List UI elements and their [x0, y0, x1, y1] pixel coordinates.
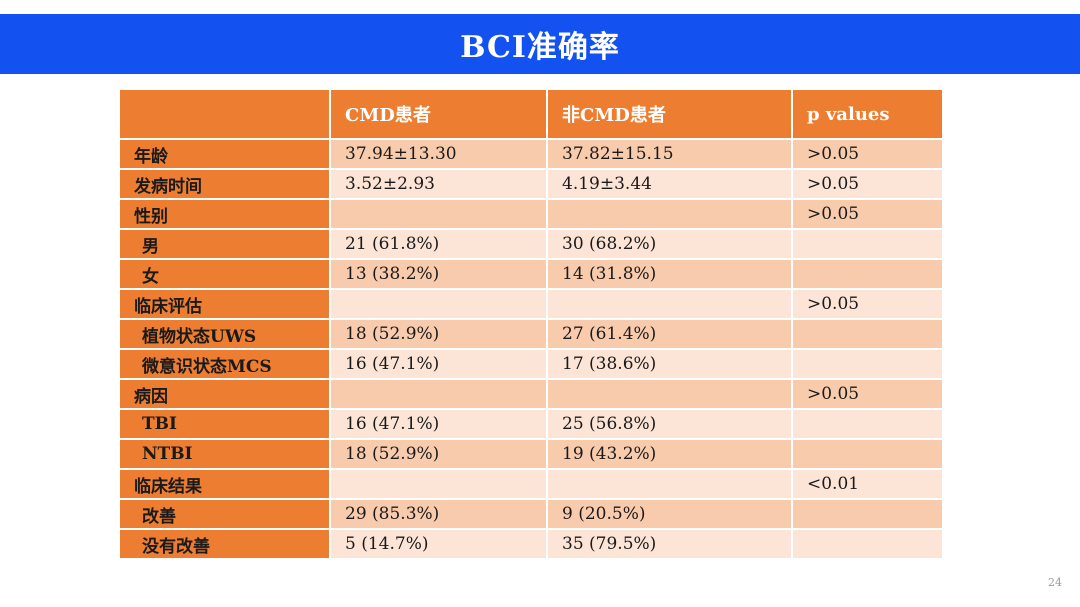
header-corner — [118, 88, 331, 140]
row-label: 没有改善 — [118, 528, 331, 560]
table-row: NTBI 18 (52.9%) 19 (43.2%) — [118, 438, 944, 470]
p-value — [791, 348, 944, 380]
non-cmd-value: 17 (38.6%) — [546, 348, 793, 380]
row-label: 临床评估 — [118, 288, 331, 320]
table-row: 性别 >0.05 — [118, 198, 944, 230]
non-cmd-value — [546, 468, 793, 500]
p-value: >0.05 — [791, 198, 944, 230]
cmd-value — [329, 288, 548, 320]
row-label: NTBI — [118, 438, 331, 470]
non-cmd-value: 30 (68.2%) — [546, 228, 793, 260]
cmd-value: 5 (14.7%) — [329, 528, 548, 560]
non-cmd-value: 4.19±3.44 — [546, 168, 793, 200]
header-p-values: p values — [791, 88, 944, 140]
row-label: 女 — [118, 258, 331, 290]
title-bar: BCI准确率 — [0, 14, 1080, 74]
cmd-value — [329, 378, 548, 410]
p-value — [791, 318, 944, 350]
table-row: 植物状态UWS 18 (52.9%) 27 (61.4%) — [118, 318, 944, 350]
slide-title: BCI准确率 — [460, 30, 620, 65]
table-row: 病因 >0.05 — [118, 378, 944, 410]
non-cmd-value: 35 (79.5%) — [546, 528, 793, 560]
cmd-value: 18 (52.9%) — [329, 318, 548, 350]
non-cmd-value — [546, 198, 793, 230]
comparison-table: CMD患者 非CMD患者 p values 年龄 37.94±13.30 37.82… — [118, 88, 944, 560]
non-cmd-value: 19 (43.2%) — [546, 438, 793, 470]
p-value: >0.05 — [791, 378, 944, 410]
table-row: 改善 29 (85.3%) 9 (20.5%) — [118, 498, 944, 530]
p-value: >0.05 — [791, 168, 944, 200]
row-label: 植物状态UWS — [118, 318, 331, 350]
p-value — [791, 258, 944, 290]
non-cmd-value — [546, 378, 793, 410]
row-label: 发病时间 — [118, 168, 331, 200]
non-cmd-value: 25 (56.8%) — [546, 408, 793, 440]
p-value — [791, 408, 944, 440]
non-cmd-value: 37.82±15.15 — [546, 138, 793, 170]
non-cmd-value — [546, 288, 793, 320]
row-label: 性别 — [118, 198, 331, 230]
table-body: 年龄 37.94±13.30 37.82±15.15 >0.05 发病时间 3.52±2.… — [118, 138, 944, 560]
row-label: 微意识状态MCS — [118, 348, 331, 380]
p-value — [791, 228, 944, 260]
row-label: 临床结果 — [118, 468, 331, 500]
table-row: 发病时间 3.52±2.93 4.19±3.44 >0.05 — [118, 168, 944, 200]
row-label: 病因 — [118, 378, 331, 410]
table-row: TBI 16 (47.1%) 25 (56.8%) — [118, 408, 944, 440]
table-row: 微意识状态MCS 16 (47.1%) 17 (38.6%) — [118, 348, 944, 380]
table-row: 临床结果 <0.01 — [118, 468, 944, 500]
table-row: 男 21 (61.8%) 30 (68.2%) — [118, 228, 944, 260]
row-label: TBI — [118, 408, 331, 440]
page-number: 24 — [1048, 576, 1062, 589]
p-value: <0.01 — [791, 468, 944, 500]
non-cmd-value: 14 (31.8%) — [546, 258, 793, 290]
header-non-cmd: 非CMD患者 — [546, 88, 793, 140]
table-row: 年龄 37.94±13.30 37.82±15.15 >0.05 — [118, 138, 944, 170]
row-label: 男 — [118, 228, 331, 260]
p-value — [791, 438, 944, 470]
cmd-value — [329, 468, 548, 500]
cmd-value: 18 (52.9%) — [329, 438, 548, 470]
cmd-value: 16 (47.1%) — [329, 408, 548, 440]
p-value: >0.05 — [791, 288, 944, 320]
cmd-value: 21 (61.8%) — [329, 228, 548, 260]
non-cmd-value: 27 (61.4%) — [546, 318, 793, 350]
table-row: 临床评估 >0.05 — [118, 288, 944, 320]
p-value — [791, 498, 944, 530]
cmd-value: 13 (38.2%) — [329, 258, 548, 290]
non-cmd-value: 9 (20.5%) — [546, 498, 793, 530]
p-value — [791, 528, 944, 560]
row-label: 改善 — [118, 498, 331, 530]
cmd-value: 29 (85.3%) — [329, 498, 548, 530]
table-row: 没有改善 5 (14.7%) 35 (79.5%) — [118, 528, 944, 560]
cmd-value: 37.94±13.30 — [329, 138, 548, 170]
table-row: 女 13 (38.2%) 14 (31.8%) — [118, 258, 944, 290]
cmd-value — [329, 198, 548, 230]
p-value: >0.05 — [791, 138, 944, 170]
table-header-row: CMD患者 非CMD患者 p values — [118, 88, 944, 140]
cmd-value: 3.52±2.93 — [329, 168, 548, 200]
row-label: 年龄 — [118, 138, 331, 170]
header-cmd: CMD患者 — [329, 88, 548, 140]
cmd-value: 16 (47.1%) — [329, 348, 548, 380]
